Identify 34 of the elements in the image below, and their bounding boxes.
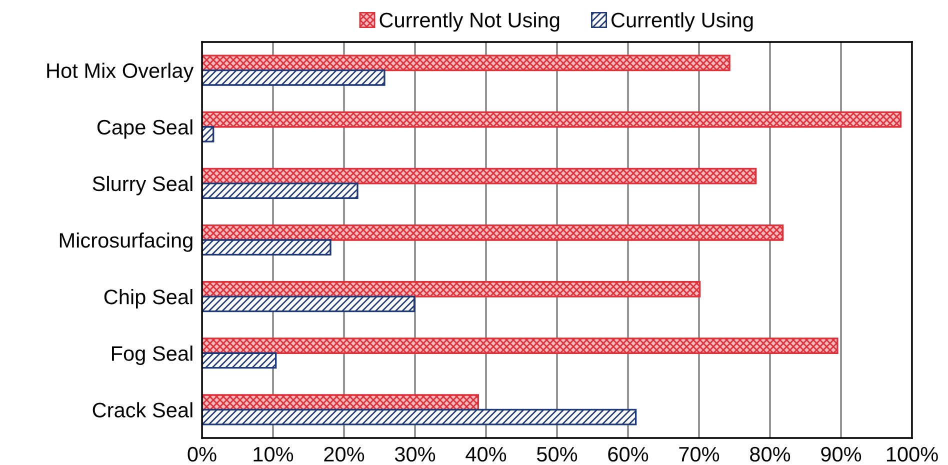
- bar: [202, 352, 277, 369]
- x-tick-label: 90%: [821, 446, 862, 462]
- x-tick-label: 70%: [679, 446, 720, 462]
- bar: [202, 224, 784, 241]
- y-tick-label: Crack Seal: [92, 402, 192, 418]
- x-tick-label: 0%: [188, 446, 216, 462]
- bar: [202, 281, 701, 298]
- legend-label: Currently Using: [612, 12, 753, 32]
- x-tick-label: 40%: [466, 446, 506, 462]
- bar: [202, 69, 386, 86]
- bar: [202, 239, 332, 256]
- x-tick-label: 100%: [886, 446, 938, 462]
- x-tick-label: 80%: [750, 446, 790, 462]
- bar: [202, 54, 730, 72]
- y-tick-label: Microsurfacing: [60, 232, 192, 252]
- bar: [202, 126, 214, 142]
- y-tick-label: Fog Seal: [112, 346, 192, 366]
- x-tick-label: 50%: [536, 446, 578, 462]
- y-tick-label: Hot Mix Overlay: [47, 62, 194, 82]
- x-tick-label: 60%: [608, 446, 648, 462]
- legend-label: Currently Not Using: [380, 12, 560, 32]
- bar: [202, 182, 358, 199]
- bar: [202, 394, 480, 411]
- bar: [202, 408, 637, 426]
- x-tick-label: 20%: [324, 446, 364, 462]
- x-tick-label: 30%: [394, 446, 436, 462]
- bar: [202, 111, 902, 128]
- bar: [202, 296, 416, 312]
- bar: [202, 168, 757, 184]
- x-tick-label: 10%: [254, 446, 294, 462]
- bar: [202, 338, 838, 354]
- y-tick-label: Slurry Seal: [92, 176, 192, 196]
- y-tick-label: Chip Seal: [104, 289, 192, 308]
- y-tick-label: Cape Seal: [97, 119, 192, 139]
